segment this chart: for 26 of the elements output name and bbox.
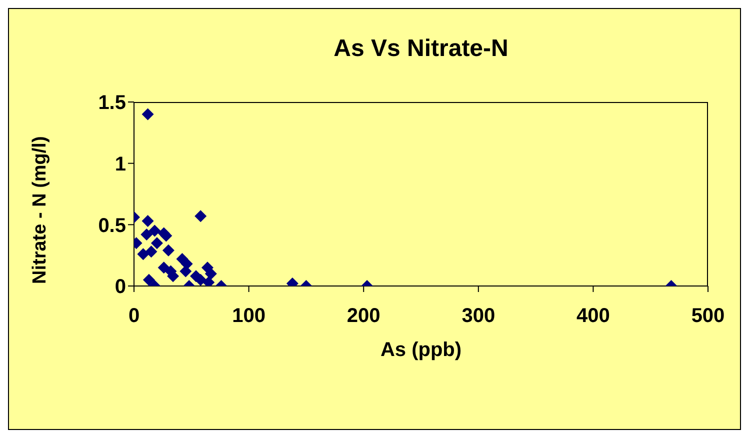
point [194,274,207,286]
point [137,248,150,260]
y-tick-label: 0.5 [98,214,126,237]
point [142,108,154,120]
point [145,246,158,258]
x-tick-label: 300 [462,305,496,328]
y-tick-label: 0 [114,276,126,298]
point [162,244,174,256]
x-tick-label: 200 [346,305,380,328]
point [142,214,154,227]
point [160,230,172,242]
point [142,274,155,286]
y-tick-label: 1.5 [98,92,126,114]
y-tick-label: 1 [114,153,126,176]
point [204,268,217,280]
point [148,224,161,237]
point [158,262,170,274]
x-tick-label: 400 [576,305,610,328]
point [194,210,207,222]
x-tick-label: 500 [691,305,725,328]
point [140,228,153,240]
chart-title: As Vs Nitrate-N [332,35,510,63]
x-tick-label: 100 [232,305,266,328]
y-axis-title: Nitrate - N (mg/l) [30,136,51,284]
x-axis-title: As (ppb) [380,339,462,361]
point [150,237,163,250]
